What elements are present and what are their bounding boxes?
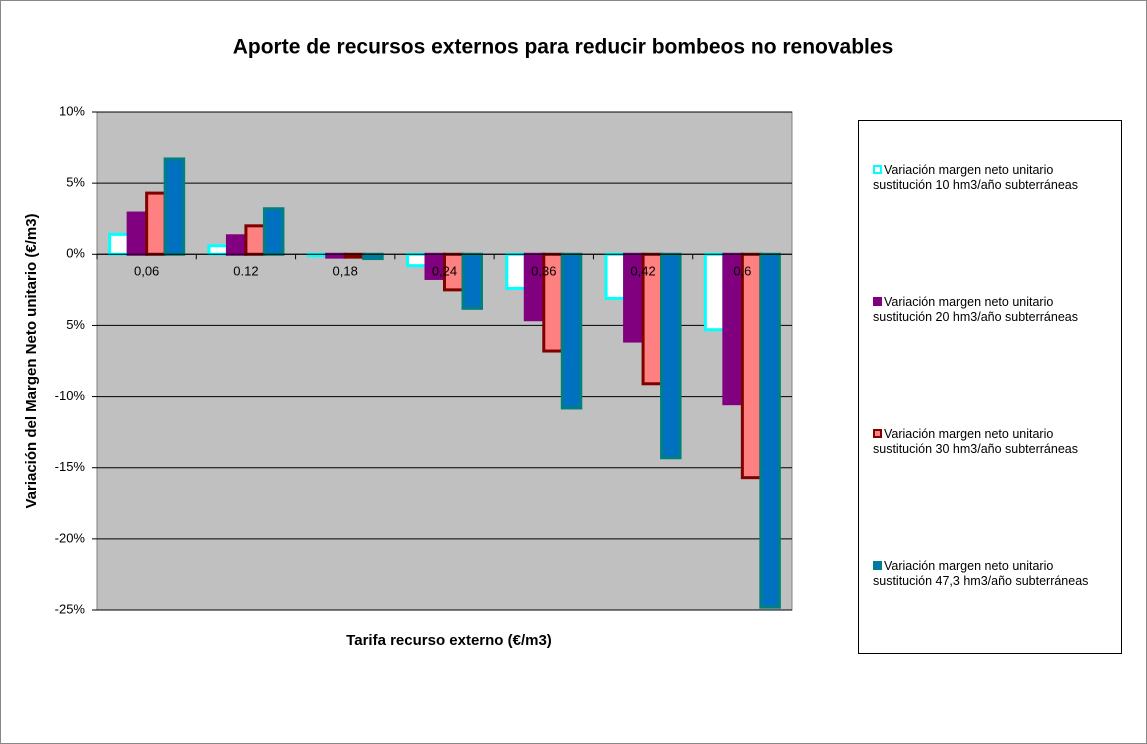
x-tick-label: 0,24 [432,264,457,279]
legend-label: Variación margen neto unitario sustituci… [873,163,1078,192]
bar [163,157,186,256]
x-tick-label: 0.12 [233,264,258,279]
x-tick-label: 0,36 [531,264,556,279]
x-tick-label: 0,06 [134,264,159,279]
y-tick-label: -25% [55,601,86,616]
legend-item: Variación margen neto unitario sustituci… [873,163,1113,193]
y-tick-label: -10% [55,388,86,403]
y-tick-label: 10% [59,103,85,118]
bar [505,252,527,290]
legend-label: Variación margen neto unitario sustituci… [873,559,1089,588]
bar [759,252,781,609]
x-tick-label: 0,6 [733,264,751,279]
legend-swatch [873,297,882,306]
bar [703,252,726,332]
y-tick-label: 5% [66,317,85,332]
y-tick-label: -20% [55,530,86,545]
y-tick-label: -15% [55,459,86,474]
legend-item: Variación margen neto unitario sustituci… [873,427,1113,457]
legend-label: Variación margen neto unitario sustituci… [873,295,1078,324]
y-tick-label: 5% [66,175,85,190]
x-tick-label: 0,42 [630,264,655,279]
bar [262,207,285,256]
x-tick-label: 0,18 [333,264,358,279]
plot-area [96,111,793,611]
bar [225,234,248,256]
legend-swatch [873,165,882,174]
bar [108,232,130,256]
bar [740,252,763,480]
bar [145,191,167,256]
bar [244,224,266,256]
bar [560,252,583,410]
bar [461,252,483,310]
y-axis-label: Variación del Margen Neto unitario (€/m3… [23,213,40,508]
x-axis-label: Tarifa recurso externo (€/m3) [346,632,552,649]
legend: Variación margen neto unitario sustituci… [858,120,1122,654]
legend-label: Variación margen neto unitario sustituci… [873,427,1078,456]
y-tick-label: 0% [66,246,85,261]
legend-swatch [873,561,882,570]
chart-title: Aporte de recursos externos para reducir… [233,36,894,59]
bar [660,252,682,460]
bar [362,252,384,261]
bar [604,252,627,300]
bar [406,252,428,268]
bar [207,244,229,256]
legend-item: Variación margen neto unitario sustituci… [873,295,1113,325]
bar [126,211,149,256]
legend-swatch [873,429,882,438]
legend-item: Variación margen neto unitario sustituci… [873,559,1113,589]
